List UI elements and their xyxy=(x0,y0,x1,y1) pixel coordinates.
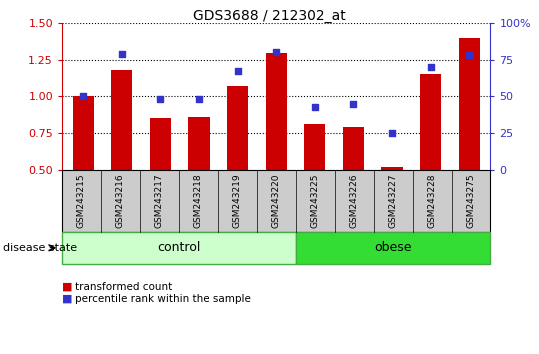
Bar xyxy=(304,124,326,170)
Bar xyxy=(382,167,403,170)
Text: GSM243218: GSM243218 xyxy=(194,173,203,228)
Text: GDS3688 / 212302_at: GDS3688 / 212302_at xyxy=(193,9,346,23)
Text: disease state: disease state xyxy=(3,243,77,253)
Text: transformed count: transformed count xyxy=(75,282,172,292)
Point xyxy=(426,64,435,70)
Text: control: control xyxy=(157,241,201,254)
Bar xyxy=(343,127,364,170)
Text: obese: obese xyxy=(375,241,412,254)
Text: ■: ■ xyxy=(62,294,72,304)
Text: GSM243215: GSM243215 xyxy=(77,173,86,228)
Text: GSM243228: GSM243228 xyxy=(427,174,437,228)
Text: GSM243217: GSM243217 xyxy=(155,173,164,228)
Bar xyxy=(459,38,480,170)
Text: GSM243219: GSM243219 xyxy=(233,173,242,228)
Point xyxy=(118,51,126,57)
Point xyxy=(388,130,396,136)
Text: GSM243226: GSM243226 xyxy=(350,174,358,228)
Point xyxy=(272,50,280,55)
Text: GSM243225: GSM243225 xyxy=(310,174,320,228)
Point xyxy=(349,101,358,107)
Text: percentile rank within the sample: percentile rank within the sample xyxy=(75,294,251,304)
Bar xyxy=(266,53,287,170)
Point xyxy=(310,104,319,110)
Text: GSM243216: GSM243216 xyxy=(116,173,125,228)
Point xyxy=(465,52,474,58)
Bar xyxy=(111,70,133,170)
Point xyxy=(233,69,242,74)
Text: GSM243227: GSM243227 xyxy=(389,174,398,228)
Point xyxy=(156,97,165,102)
Text: ■: ■ xyxy=(62,282,72,292)
Bar xyxy=(73,96,94,170)
Bar xyxy=(189,117,210,170)
Text: GSM243275: GSM243275 xyxy=(467,173,475,228)
Bar xyxy=(227,86,248,170)
Point xyxy=(195,97,203,102)
Text: GSM243220: GSM243220 xyxy=(272,174,281,228)
Bar xyxy=(150,118,171,170)
Bar xyxy=(420,74,441,170)
Point xyxy=(79,93,87,99)
